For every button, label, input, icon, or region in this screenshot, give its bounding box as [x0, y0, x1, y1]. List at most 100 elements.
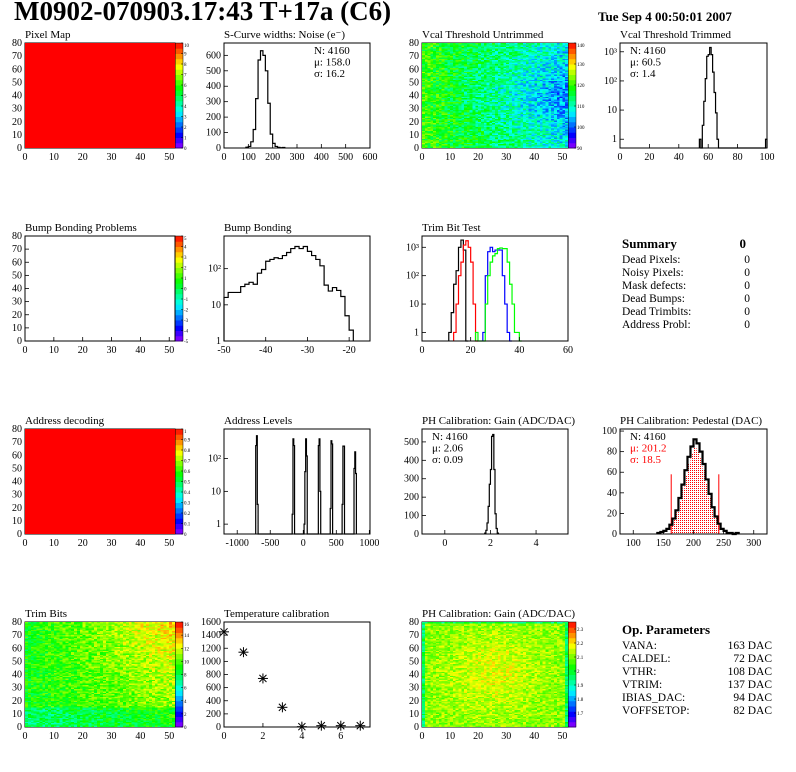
palette-tick-label: 1 [184, 430, 187, 435]
palette-tick-label: 2 [577, 670, 580, 675]
x-tick-label: 40 [674, 152, 684, 163]
x-tick-label: 30 [107, 731, 117, 742]
plot-title: Address Levels [224, 415, 292, 427]
stats-line: μ: 60.5 [630, 57, 661, 69]
palette-tick-label: 0 [184, 533, 187, 538]
palette-band [568, 685, 576, 691]
palette-tick-label: 2.2 [577, 642, 584, 647]
y-tick-label: 0 [414, 722, 419, 733]
row-value: 0 [744, 267, 750, 279]
palette-band [175, 262, 183, 268]
plot-title: Trim Bits [25, 608, 67, 620]
x-tick-label: 0 [618, 152, 623, 163]
x-tick-label: 30 [107, 152, 117, 163]
op-parameters-title: Op. Parameters [622, 622, 711, 637]
y-tick-label: 30 [12, 104, 22, 115]
x-tick-label: 4 [299, 731, 304, 742]
x-tick-label: 0 [23, 152, 28, 163]
table-row: Address Probl: 0 [622, 319, 750, 332]
x-tick-label: 300 [746, 538, 761, 549]
palette-tick-label: 3 [184, 256, 187, 261]
x-tick-label: -500 [261, 538, 279, 549]
palette-band [568, 706, 576, 712]
histogram-series [448, 239, 469, 342]
y-tick-label: 0 [414, 143, 419, 154]
x-tick-label: 40 [529, 731, 539, 742]
x-tick-label: 20 [473, 731, 483, 742]
x-tick-label: 100 [626, 538, 641, 549]
row-label: Address Probl: [622, 319, 691, 331]
palette-band [175, 74, 183, 81]
palette-band [568, 79, 576, 86]
y-tick-label: 200 [206, 709, 221, 720]
stats-line: μ: 201.2 [630, 443, 666, 455]
palette-tick-label: 0 [184, 726, 187, 731]
y-tick-label: 60 [12, 450, 22, 461]
palette-band [175, 502, 183, 509]
x-tick-label: 20 [466, 345, 476, 356]
palette-tick-label: 2.3 [577, 628, 584, 633]
y-tick-label: 10³ [406, 242, 419, 253]
palette-tick-label: 5 [184, 95, 187, 100]
x-tick-label: 400 [314, 152, 329, 163]
y-tick-label: 10 [409, 130, 419, 141]
palette-band [175, 64, 183, 70]
x-tick-label: 6 [338, 731, 343, 742]
palette-tick-label: 0.9 [184, 439, 191, 444]
y-tick-label: 10 [211, 486, 221, 497]
palette-tick-label: 4 [184, 105, 187, 110]
y-tick-label: 60 [12, 257, 22, 268]
x-tick-label: 40 [135, 345, 145, 356]
palette-band [568, 137, 576, 144]
summary-table: Summary 0 Dead Pixels: 0 Noisy Pixels: 0 Mask… [622, 236, 750, 332]
y-tick-label: 20 [607, 508, 617, 519]
palette-band [568, 69, 576, 75]
x-tick-label: 0 [301, 538, 306, 549]
x-tick-label: 30 [501, 152, 511, 163]
row-value: 0 [744, 306, 750, 318]
x-tick-label: -40 [259, 345, 272, 356]
palette-band [175, 116, 183, 123]
x-tick-label: 250 [716, 538, 731, 549]
palette-tick-label: 0.4 [184, 491, 191, 496]
y-tick-label: 20 [12, 503, 22, 514]
heatmap-cells [25, 622, 175, 727]
palette-band [568, 690, 576, 696]
palette-tick-label: 0.2 [184, 512, 191, 517]
x-tick-label: 500 [329, 538, 344, 549]
y-tick-label: 10³ [604, 47, 617, 58]
x-tick-label: 100 [241, 152, 256, 163]
y-tick-label: 60 [409, 643, 419, 654]
palette-band [175, 669, 183, 675]
canvas-title: M0902-070903.17:43 T+17a (C6) [14, 0, 392, 26]
y-tick-label: 1600 [201, 617, 221, 628]
y-tick-label: 80 [607, 447, 617, 458]
palette-tick-label: -3 [184, 319, 189, 324]
heatmap-cells [25, 236, 175, 341]
plot-title: PH Calibration: Pedestal (DAC) [620, 415, 762, 427]
y-tick-label: 10 [12, 709, 22, 720]
palette-band [175, 658, 183, 665]
y-tick-label: 70 [12, 630, 22, 641]
y-tick-label: 40 [12, 477, 22, 488]
histogram-line [698, 46, 768, 149]
palette-tick-label: 0.3 [184, 502, 191, 507]
palette-band [568, 622, 576, 628]
palette-band [175, 711, 183, 717]
y-tick-label: 70 [12, 437, 22, 448]
palette-band [568, 632, 576, 639]
palette-band [175, 429, 183, 435]
palette-band [175, 320, 183, 326]
stats-line: σ: 1.4 [630, 68, 656, 80]
x-tick-label: 1000 [359, 538, 379, 549]
palette-tick-label: -5 [184, 340, 189, 345]
row-value: 0 [744, 293, 750, 305]
plot-frame [421, 235, 569, 342]
y-tick-label: 10 [211, 300, 221, 311]
palette-band [175, 299, 183, 305]
y-tick-label: 20 [12, 117, 22, 128]
row-value: 163 DAC [727, 640, 772, 652]
table-row: Dead Bumps: 0 [622, 293, 750, 306]
y-tick-label: 20 [12, 310, 22, 321]
palette-band [175, 695, 183, 702]
